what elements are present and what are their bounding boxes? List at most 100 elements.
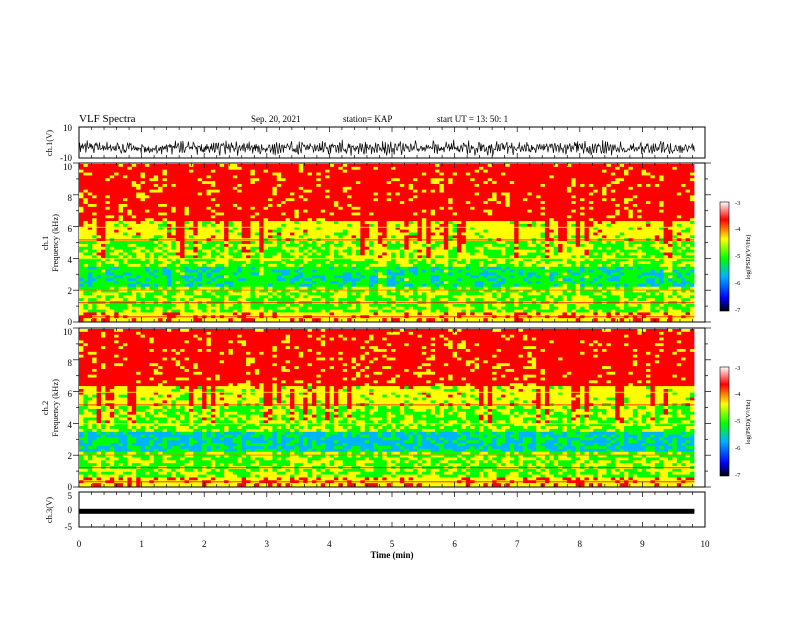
spectrogram-cell <box>457 198 462 201</box>
spectrogram-cell <box>264 244 269 247</box>
spectrogram-cell <box>365 201 370 204</box>
spectrogram-cell <box>400 195 405 198</box>
spectrogram-cell <box>88 201 93 204</box>
spectrogram-cell <box>677 173 682 176</box>
spectrogram-cell <box>290 175 295 178</box>
spectrogram-cell <box>400 193 405 196</box>
spectrogram-cell <box>426 252 431 255</box>
spectrogram-cell <box>448 178 453 181</box>
spectrogram-cell <box>435 261 440 264</box>
spectrogram-cell <box>330 244 335 247</box>
spectrogram-cell <box>593 175 598 178</box>
spectrogram-cell <box>308 244 313 247</box>
spectrogram-cell <box>501 244 506 247</box>
spectrogram-cell <box>668 241 673 244</box>
spectrogram-cell <box>382 235 387 238</box>
spectrogram-cell <box>611 204 616 207</box>
spectrogram-cell <box>633 207 638 210</box>
spectrogram-cell <box>527 221 532 224</box>
spectrogram-cell <box>180 167 185 170</box>
spectrogram-cell <box>672 175 677 178</box>
spectrogram-cell <box>409 167 414 170</box>
spectrogram-cell <box>549 230 554 233</box>
spectrogram-cell <box>347 215 352 218</box>
spectrogram-cell <box>277 224 282 227</box>
spectrogram-cell <box>470 193 475 196</box>
spectrogram-cell <box>664 252 669 255</box>
spectrogram-cell <box>299 198 304 201</box>
spectrogram-cell <box>659 193 664 196</box>
spectrogram-cell <box>628 181 633 184</box>
spectrogram-cell <box>475 193 480 196</box>
spectrogram-cell <box>461 252 466 255</box>
spectrogram-cell <box>466 252 471 255</box>
spectrogram-cell <box>589 247 594 250</box>
spectrogram-cell <box>400 184 405 187</box>
spectrogram-cell <box>615 170 620 173</box>
spectrogram-cell <box>228 218 233 221</box>
spectrogram-cell <box>272 184 277 187</box>
spectrogram-cell <box>642 218 647 221</box>
spectrogram-cell <box>554 250 559 253</box>
spectrogram-cell <box>387 195 392 198</box>
spectrogram-cell <box>119 204 124 207</box>
spectrogram-cell <box>606 213 611 216</box>
spectrogram-cell <box>532 252 537 255</box>
spectrogram-cell <box>163 233 168 236</box>
spectrogram-cell <box>145 198 150 201</box>
spectrogram-cell <box>299 184 304 187</box>
spectrogram-cell <box>642 235 647 238</box>
spectrogram-cell <box>127 235 132 238</box>
spectrogram-cell <box>132 184 137 187</box>
spectrogram-cell <box>615 218 620 221</box>
spectrogram-cell <box>387 252 392 255</box>
spectrogram-cell <box>255 250 260 253</box>
spectrogram-cell <box>541 201 546 204</box>
spectrogram-cell <box>145 201 150 204</box>
spectrogram-cell <box>664 184 669 187</box>
spectrogram-cell <box>571 233 576 236</box>
spectrogram-cell <box>448 193 453 196</box>
spectrogram-cell <box>541 173 546 176</box>
spectrogram-cell <box>198 184 203 187</box>
spectrogram-cell <box>606 230 611 233</box>
spectrogram-cell <box>105 215 110 218</box>
spectrogram-cell <box>413 167 418 170</box>
spectrogram-cell <box>250 244 255 247</box>
spectrogram-cell <box>677 207 682 210</box>
spectrogram-cell <box>167 247 172 250</box>
spectrogram-cell <box>514 175 519 178</box>
spectrogram-cell <box>475 213 480 216</box>
spectrogram-cell <box>176 218 181 221</box>
spectrogram-cell <box>488 255 493 258</box>
spectrogram-cell <box>510 250 515 253</box>
spectrogram-cell <box>505 187 510 190</box>
spectrogram-cell <box>567 167 572 170</box>
spectrogram-cell <box>352 175 357 178</box>
spectrogram-cell <box>602 207 607 210</box>
spectrogram-cell <box>387 230 392 233</box>
spectrogram-cell <box>409 235 414 238</box>
spectrogram-cell <box>611 184 616 187</box>
spectrogram-cell <box>606 184 611 187</box>
spectrogram-cell <box>242 173 247 176</box>
spectrogram-cell <box>259 187 264 190</box>
spectrogram-cell <box>400 213 405 216</box>
spectrogram-cell <box>532 250 537 253</box>
spectrogram-cell <box>373 233 378 236</box>
spectrogram-cell <box>206 241 211 244</box>
spectrogram-cell <box>79 184 84 187</box>
spectrogram-cell <box>220 184 225 187</box>
spectrogram-cell <box>163 235 168 238</box>
spectrogram-cell <box>312 247 317 250</box>
spectrogram-cell <box>132 244 137 247</box>
spectrogram-cell <box>677 247 682 250</box>
spectrogram-cell <box>206 201 211 204</box>
spectrogram-cell <box>154 178 159 181</box>
spectrogram-cell <box>527 184 532 187</box>
spectrogram-cell <box>642 213 647 216</box>
spectrogram-cell <box>290 235 295 238</box>
spectrogram-cell <box>453 207 458 210</box>
spectrogram-cell <box>646 190 651 193</box>
spectrogram-cell <box>132 181 137 184</box>
